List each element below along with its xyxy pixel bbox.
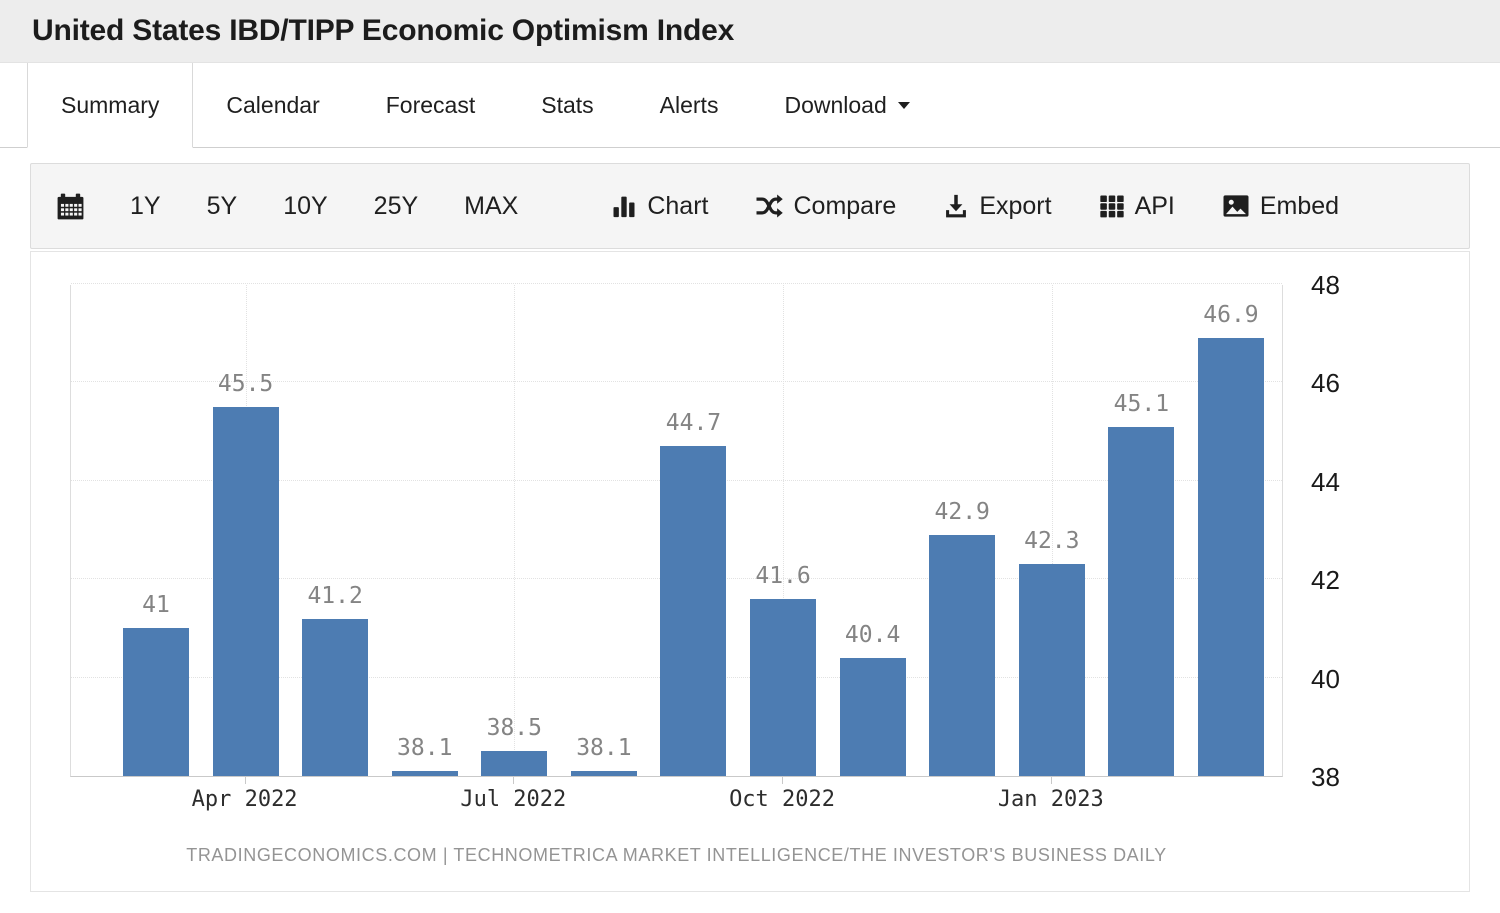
range-5y-label: 5Y: [206, 191, 238, 220]
x-axis-tick: [782, 777, 784, 784]
chevron-down-icon: [897, 101, 910, 109]
tab-download[interactable]: Download: [751, 63, 943, 147]
y-axis-label: 44: [1311, 466, 1340, 497]
gridline-vertical: [514, 285, 516, 776]
api-button[interactable]: API: [1098, 192, 1175, 221]
bar-value-label: 41.2: [307, 583, 363, 609]
y-axis-label: 42: [1311, 565, 1340, 596]
page-title: United States IBD/TIPP Economic Optimism…: [32, 14, 735, 47]
tab-summary[interactable]: Summary: [27, 63, 194, 148]
x-axis-tick: [1050, 777, 1052, 784]
embed-button-label: Embed: [1259, 191, 1340, 220]
range-max-label: MAX: [464, 191, 519, 220]
bar-value-label: 38.1: [397, 735, 453, 761]
bar-value-label: 38.1: [576, 735, 632, 761]
bar-value-label: 46.9: [1203, 302, 1259, 328]
chart-toolbar: 1Y 5Y 10Y 25Y MAX Chart Compare: [30, 163, 1470, 249]
api-button-label: API: [1134, 191, 1175, 220]
range-10y-button[interactable]: 10Y: [283, 192, 327, 221]
bar[interactable]: [1197, 338, 1264, 776]
bar[interactable]: [1018, 564, 1085, 776]
bar[interactable]: [123, 628, 189, 776]
compare-button[interactable]: Compare: [754, 191, 896, 221]
tab-forecast-label: Forecast: [385, 91, 476, 118]
compare-icon: [754, 191, 784, 221]
chart-panel: 41 45.5 41.2 38.1 38.5 38.1 44.7 41.6 40.4 42.9 42…: [30, 251, 1470, 892]
date-range-button[interactable]: [55, 191, 86, 222]
bar[interactable]: [1108, 427, 1175, 776]
gridline-horizontal: [71, 283, 1282, 284]
compare-button-label: Compare: [793, 191, 897, 220]
bar-value-label: 42.3: [1024, 528, 1080, 554]
x-axis-label: Oct 2022: [729, 787, 836, 812]
bar[interactable]: [660, 446, 727, 776]
bar[interactable]: [929, 535, 996, 776]
embed-icon: [1221, 191, 1251, 221]
bar-value-label: 45.1: [1113, 391, 1170, 417]
bar[interactable]: [212, 407, 279, 776]
bar[interactable]: [391, 771, 458, 776]
embed-button[interactable]: Embed: [1221, 191, 1339, 221]
tab-alerts[interactable]: Alerts: [626, 63, 752, 147]
bar-value-label: 42.9: [934, 499, 990, 525]
range-max-button[interactable]: MAX: [464, 192, 518, 221]
page-header: United States IBD/TIPP Economic Optimism…: [0, 0, 1500, 63]
bar-value-label: 45.5: [217, 371, 274, 397]
chart-source-attribution: TRADINGECONOMICS.COM | TECHNOMETRICA MAR…: [186, 845, 1167, 865]
bar[interactable]: [570, 771, 637, 776]
x-axis-tick: [244, 777, 246, 784]
gridline-vertical: [783, 285, 785, 776]
range-25y-label: 25Y: [373, 191, 419, 220]
y-axis-label: 38: [1311, 762, 1340, 792]
bar[interactable]: [839, 658, 906, 776]
bar-value-label: 38.5: [486, 715, 542, 741]
gridline-horizontal: [71, 381, 1282, 383]
api-icon: [1098, 192, 1126, 220]
plot-area[interactable]: 41 45.5 41.2 38.1 38.5 38.1 44.7 41.6 40.4 42.9 42…: [70, 283, 1283, 777]
x-axis-tick: [513, 777, 515, 784]
range-25y-button[interactable]: 25Y: [374, 192, 418, 221]
tab-stats-label: Stats: [541, 91, 594, 118]
y-axis-label: 46: [1311, 368, 1340, 399]
x-axis-label: Jan 2023: [997, 787, 1104, 812]
y-axis-label: 48: [1311, 270, 1340, 300]
chart-type-button[interactable]: Chart: [610, 192, 708, 221]
x-axis-label: Jul 2022: [460, 787, 567, 812]
bar-value-label: 41: [142, 592, 170, 618]
chart-icon: [610, 192, 638, 220]
tab-bar: Summary Calendar Forecast Stats Alerts D…: [0, 63, 1500, 148]
export-button-label: Export: [979, 191, 1052, 220]
calendar-icon: [55, 191, 86, 222]
bar-value-label: 44.7: [665, 410, 722, 436]
export-icon: [942, 192, 970, 220]
bar[interactable]: [302, 619, 369, 776]
tab-stats[interactable]: Stats: [508, 63, 627, 147]
bar-value-label: 40.4: [844, 622, 901, 648]
y-axis-label: 40: [1311, 663, 1340, 694]
range-1y-label: 1Y: [130, 191, 161, 220]
range-5y-button[interactable]: 5Y: [207, 192, 238, 221]
tab-download-label: Download: [784, 91, 887, 118]
tab-calendar[interactable]: Calendar: [193, 63, 353, 147]
tab-alerts-label: Alerts: [659, 91, 719, 118]
bar-value-label: 41.6: [755, 563, 811, 589]
bar[interactable]: [481, 751, 548, 776]
tab-calendar-label: Calendar: [226, 91, 320, 118]
tab-summary-label: Summary: [61, 91, 160, 118]
bar[interactable]: [750, 599, 817, 776]
range-10y-label: 10Y: [283, 191, 328, 220]
tab-forecast[interactable]: Forecast: [352, 63, 509, 147]
export-button[interactable]: Export: [942, 191, 1052, 221]
gridline-vertical: [1051, 285, 1053, 776]
chart-button-label: Chart: [647, 191, 709, 220]
x-axis-label: Apr 2022: [191, 787, 298, 812]
range-1y-button[interactable]: 1Y: [130, 192, 161, 221]
